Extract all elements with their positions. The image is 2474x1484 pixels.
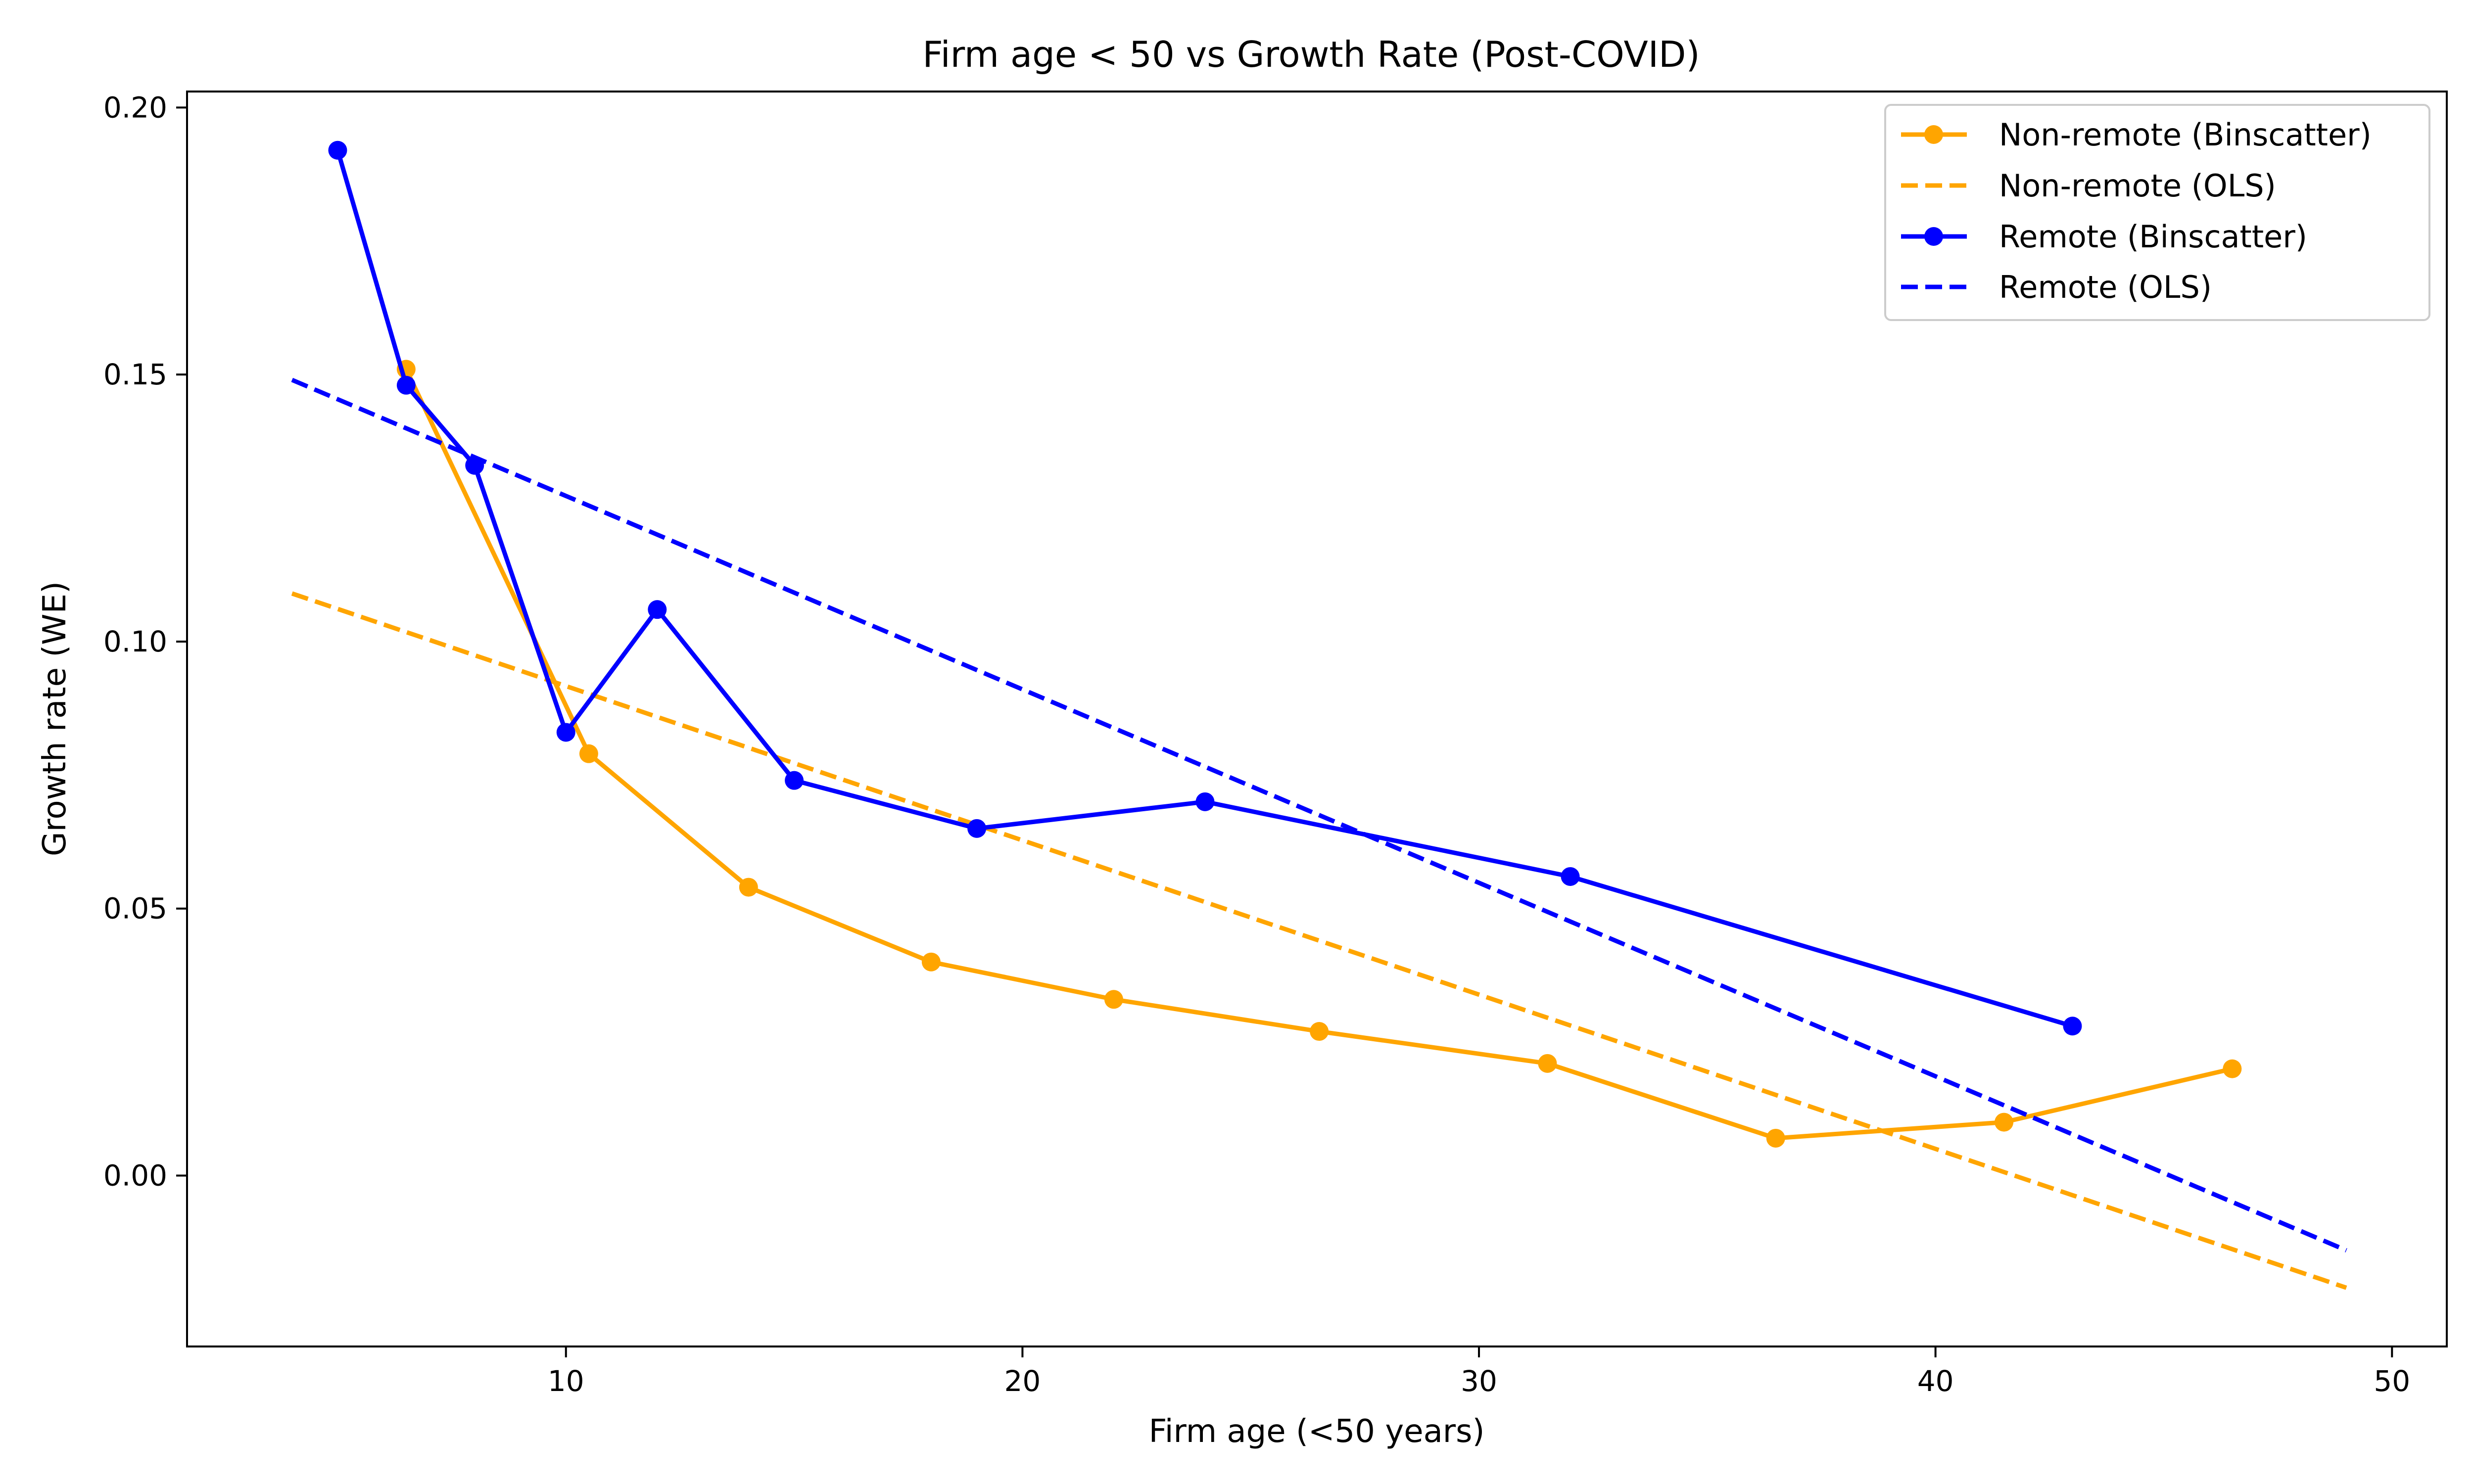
legend-label-non-remote-ols: Non-remote (OLS): [1999, 168, 2276, 204]
legend-label-non-remote-binscatter: Non-remote (Binscatter): [1999, 117, 2372, 153]
legend: Non-remote (Binscatter) Non-remote (OLS) R…: [1884, 104, 2430, 321]
y-tick-label: 0.15: [103, 358, 167, 391]
data-point-non-remote-binscatter: [1104, 990, 1123, 1009]
data-point-remote-binscatter: [785, 771, 804, 790]
data-point-non-remote-binscatter: [1310, 1022, 1329, 1041]
data-point-remote-binscatter: [396, 375, 416, 395]
data-point-remote-binscatter: [1195, 792, 1215, 811]
series-layer: [291, 140, 2347, 1290]
data-point-remote-binscatter: [967, 819, 987, 838]
legend-box: [1884, 104, 2430, 321]
x-tick-label: 30: [1461, 1364, 1497, 1398]
x-tick-label: 10: [548, 1364, 584, 1398]
x-tick-label: 20: [1004, 1364, 1041, 1398]
data-point-non-remote-binscatter: [1995, 1113, 2014, 1132]
chart-title: Firm age < 50 vs Growth Rate (Post-COVID…: [922, 34, 1700, 75]
data-point-remote-binscatter: [328, 140, 347, 160]
data-point-remote-binscatter: [1561, 867, 1580, 886]
legend-marker-remote-binscatter: [1924, 227, 1943, 246]
data-point-non-remote-binscatter: [921, 952, 941, 972]
data-point-non-remote-binscatter: [2223, 1059, 2242, 1078]
y-tick-label: 0.05: [103, 892, 167, 926]
series-line-remote-binscatter: [335, 149, 2073, 1028]
data-point-non-remote-binscatter: [1538, 1054, 1557, 1073]
data-point-non-remote-binscatter: [579, 744, 598, 763]
data-point-remote-binscatter: [2063, 1017, 2082, 1036]
y-axis-label: Growth rate (WE): [37, 581, 73, 856]
data-point-non-remote-binscatter: [739, 878, 758, 897]
series-line-non-remote-binscatter: [404, 368, 2233, 1141]
y-tick-label: 0.10: [103, 625, 167, 658]
y-tick-label: 0.20: [103, 91, 167, 124]
x-tick-label: 40: [1917, 1364, 1954, 1398]
data-point-non-remote-binscatter: [1766, 1128, 1785, 1148]
data-point-remote-binscatter: [556, 723, 575, 742]
x-tick-label: 50: [2374, 1364, 2410, 1398]
plot-frame: [186, 91, 2448, 1347]
y-axis: 0.00 0.05 0.10 0.15 0.20: [103, 91, 187, 1193]
legend-label-remote-ols: Remote (OLS): [1999, 269, 2212, 305]
x-axis: 10 20 30 40 50: [548, 1346, 2410, 1398]
series-line-remote-ols: [291, 377, 2347, 1252]
legend-marker-non-remote-binscatter: [1924, 125, 1943, 144]
legend-label-remote-binscatter: Remote (Binscatter): [1999, 219, 2307, 255]
data-point-remote-binscatter: [648, 600, 667, 619]
series-line-non-remote-ols: [291, 591, 2347, 1290]
y-tick-label: 0.00: [103, 1159, 167, 1193]
x-axis-label: Firm age (<50 years): [1149, 1413, 1485, 1450]
